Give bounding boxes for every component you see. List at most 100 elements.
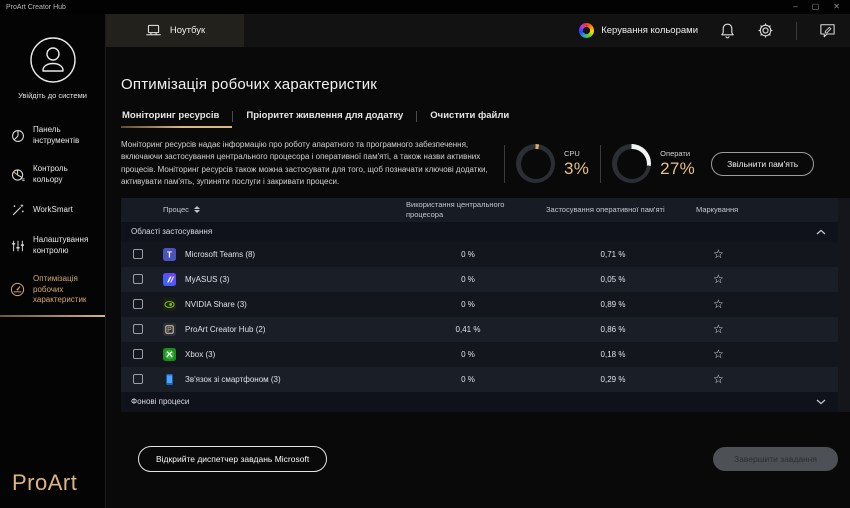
- favorite-star-icon[interactable]: ☆: [713, 297, 724, 312]
- favorite-star-icon[interactable]: ☆: [713, 322, 724, 337]
- color-wheel-icon: [579, 23, 595, 38]
- xbox-icon: [163, 347, 176, 361]
- myasus-icon: [163, 272, 176, 286]
- chevron-down-icon: [816, 399, 826, 405]
- sign-in-button[interactable]: Увійдіть до системи: [0, 36, 105, 100]
- process-name: Xbox (3): [185, 349, 216, 359]
- column-cpu-usage: Використання центрального процесора: [406, 200, 505, 219]
- gear-icon[interactable]: [757, 22, 774, 39]
- sidebar-item-dashboard[interactable]: Панель інструментів: [0, 116, 105, 155]
- column-process[interactable]: Процес: [155, 205, 398, 215]
- maximize-button[interactable]: ▢: [811, 2, 820, 11]
- tab-app-power-priority[interactable]: Пріоритет живлення для додатку: [246, 110, 404, 121]
- cpu-gauge-label: CPU: [564, 148, 580, 158]
- row-checkbox[interactable]: [133, 274, 143, 285]
- chevron-up-icon: [816, 229, 826, 235]
- content: Оптимізація робочих характеристик Моніто…: [106, 47, 850, 508]
- teams-icon: T: [163, 247, 176, 261]
- svg-text:P: P: [167, 327, 172, 334]
- sidebar-item-label: Оптимізація робочих характеристик: [33, 274, 87, 304]
- topbar-divider: [796, 21, 797, 40]
- cpu-gauge-value: 3%: [564, 158, 590, 178]
- sidebar-nav: Панель інструментів Контроль кольору WorkS…: [0, 116, 105, 317]
- color-control-icon: [9, 168, 26, 182]
- sidebar-item-label: Контроль кольору: [33, 164, 68, 184]
- row-checkbox[interactable]: [133, 299, 143, 310]
- sidebar-item-performance-optimization[interactable]: Оптимізація робочих характеристик: [0, 265, 105, 317]
- cpu-usage-value: 0,41 %: [455, 324, 481, 334]
- tab-resource-monitoring[interactable]: Моніторинг ресурсів: [121, 110, 233, 128]
- cpu-usage-value: 0 %: [461, 299, 475, 309]
- phone-icon: [163, 373, 176, 386]
- sidebar-item-worksmart[interactable]: WorkSmart: [0, 194, 105, 226]
- ram-gauge-value: 27%: [660, 158, 696, 178]
- favorite-star-icon[interactable]: ☆: [713, 372, 724, 387]
- row-checkbox[interactable]: [133, 324, 143, 335]
- ram-gauge: Операти 27%: [612, 144, 696, 184]
- favorite-star-icon[interactable]: ☆: [713, 347, 724, 362]
- cpu-usage-value: 0 %: [461, 274, 475, 284]
- sign-in-label: Увійдіть до системи: [18, 91, 87, 100]
- bell-icon[interactable]: [720, 22, 735, 39]
- process-row-myasus[interactable]: MyASUS (3) 0 % 0,05 % ☆: [121, 266, 838, 292]
- svg-text:T: T: [167, 250, 172, 259]
- process-name: Microsoft Teams (8): [185, 249, 256, 259]
- ram-usage-value: 0,29 %: [600, 374, 626, 384]
- process-row-phone-link[interactable]: Зв'язок зі смартфоном (3) 0 % 0,29 % ☆: [121, 366, 838, 392]
- row-checkbox[interactable]: [133, 349, 143, 360]
- favorite-star-icon[interactable]: ☆: [713, 247, 724, 262]
- sidebar-item-label: Налаштування контролю: [33, 235, 89, 255]
- ram-ring-icon: [612, 144, 652, 184]
- process-name: NVIDIA Share (3): [185, 299, 247, 309]
- sidebar-item-label: WorkSmart: [33, 204, 73, 214]
- table-header: Процес Використання центрального процесо…: [121, 197, 838, 222]
- scrollbar-track[interactable]: [838, 197, 850, 412]
- ram-usage-value: 0,89 %: [600, 299, 626, 309]
- row-checkbox[interactable]: [133, 249, 143, 260]
- main-area: Ноутбук Керування кольорами: [105, 14, 850, 508]
- tab-clean-files[interactable]: Очистити файли: [430, 110, 510, 121]
- page-title: Оптимізація робочих характеристик: [121, 76, 378, 93]
- process-name: Зв'язок зі смартфоном (3): [185, 374, 281, 384]
- process-name: MyASUS (3): [185, 274, 230, 284]
- tab-strip: Моніторинг ресурсів Пріоритет живлення дл…: [121, 110, 850, 128]
- process-name: ProArt Creator Hub (2): [185, 324, 266, 334]
- sidebar: Увійдіть до системи Панель інструментів К…: [0, 14, 105, 508]
- feedback-icon[interactable]: [819, 23, 836, 38]
- window-title: ProArt Creator Hub: [6, 3, 66, 11]
- open-task-manager-button[interactable]: Відкрийте диспетчер завдань Microsoft: [138, 445, 328, 472]
- section-applications[interactable]: Області застосування: [121, 221, 838, 242]
- cpu-ring-icon: [516, 144, 555, 184]
- process-row-microsoft-teams[interactable]: T Microsoft Teams (8) 0 % 0,71 % ☆: [121, 241, 838, 267]
- process-rows: T Microsoft Teams (8) 0 % 0,71 % ☆ MyASUS (3)…: [121, 241, 838, 392]
- process-row-nvidia-share[interactable]: NVIDIA Share (3) 0 % 0,89 % ☆: [121, 291, 838, 317]
- section-background-label: Фонові процеси: [131, 397, 190, 407]
- sidebar-item-color-control[interactable]: Контроль кольору: [0, 155, 105, 194]
- wand-icon: [9, 203, 26, 217]
- cpu-usage-value: 0 %: [461, 349, 475, 359]
- ram-usage-value: 0,71 %: [600, 249, 626, 259]
- free-memory-button[interactable]: Звільнити пам'ять: [711, 151, 815, 176]
- favorite-star-icon[interactable]: ☆: [713, 272, 724, 287]
- nvidia-icon: [163, 297, 176, 311]
- tab-divider: [416, 110, 418, 122]
- column-marking: Маркування: [696, 204, 739, 214]
- sidebar-item-control-settings[interactable]: Налаштування контролю: [0, 226, 105, 265]
- user-avatar-icon: [29, 36, 77, 84]
- color-management-button[interactable]: Керування кольорами: [579, 23, 698, 38]
- close-button[interactable]: ✕: [833, 2, 840, 11]
- cpu-gauge: CPU 3%: [516, 144, 590, 184]
- cpu-usage-value: 0 %: [461, 374, 475, 384]
- sliders-icon: [9, 239, 26, 253]
- ram-usage-value: 0,05 %: [600, 274, 626, 284]
- row-checkbox[interactable]: [133, 374, 143, 385]
- section-background-processes[interactable]: Фонові процеси: [121, 391, 838, 412]
- section-applications-label: Області застосування: [131, 227, 213, 237]
- minimize-button[interactable]: –: [793, 2, 798, 11]
- tab-laptop[interactable]: Ноутбук: [106, 14, 244, 47]
- process-row-proart-creator-hub[interactable]: P ProArt Creator Hub (2) 0,41 % 0,86 % ☆: [121, 316, 838, 342]
- ram-usage-value: 0,18 %: [600, 349, 626, 359]
- description-text: Моніторинг ресурсів надає інформацію про…: [121, 140, 488, 187]
- sidebar-item-label: Панель інструментів: [33, 125, 80, 145]
- process-row-xbox[interactable]: Xbox (3) 0 % 0,18 % ☆: [121, 341, 838, 367]
